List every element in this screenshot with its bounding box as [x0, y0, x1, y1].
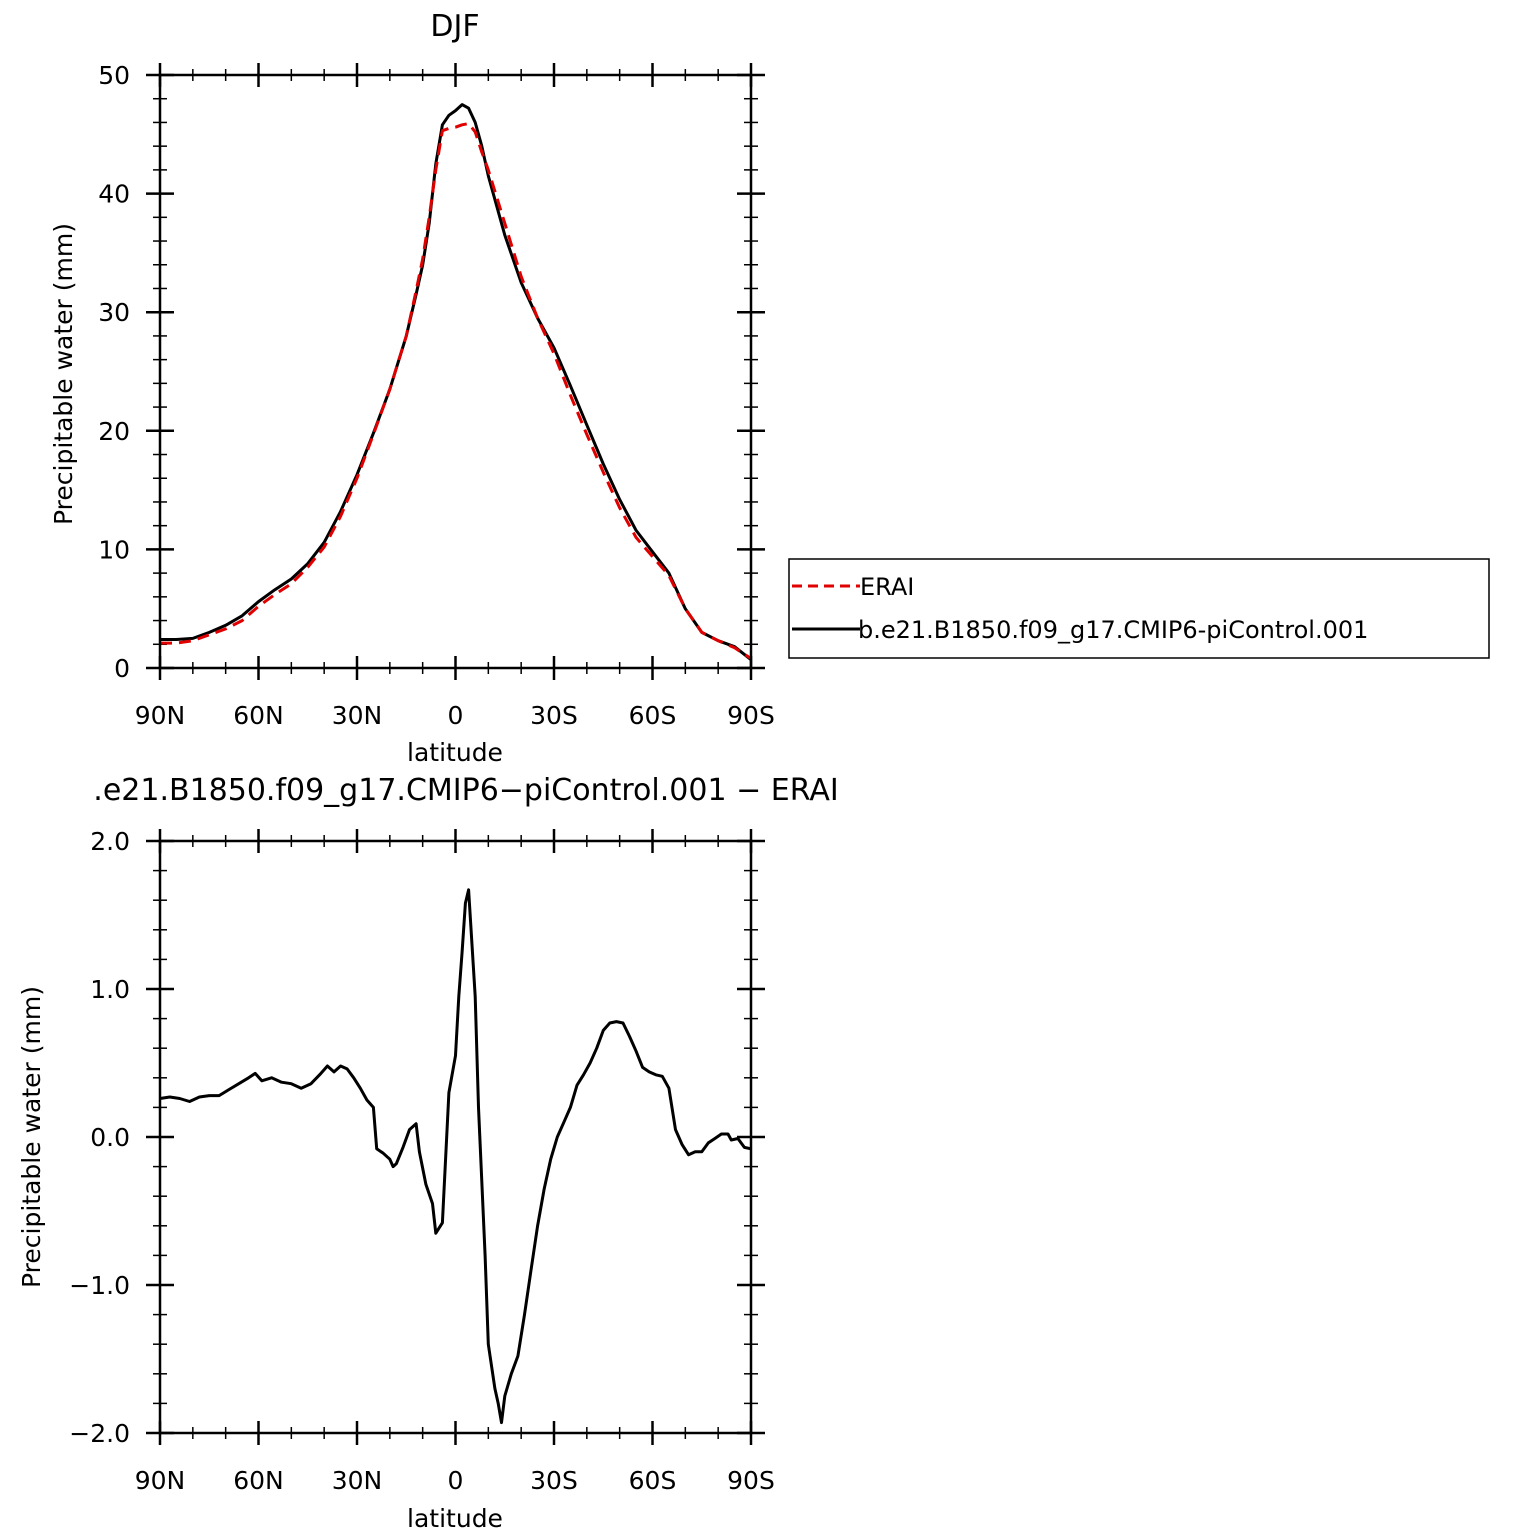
top-x-tick-label: 30N — [332, 701, 383, 730]
top-tick-labels: 90N 60N 30N 0 30S 60S 90S 0 10 20 30 40 50 — [98, 61, 775, 730]
bottom-x-tick-label: 60N — [233, 1466, 284, 1495]
top-x-tick-label: 30S — [530, 701, 578, 730]
bottom-x-tick-label: 90S — [727, 1466, 775, 1495]
bottom-y-tick-label: 2.0 — [90, 827, 130, 856]
djf-panel: DJF Precipitable water (mm) latitude 90N… — [49, 9, 775, 767]
bottom-x-tick-label: 90N — [135, 1466, 186, 1495]
top-series-lines — [160, 103, 752, 661]
top-tick-marks — [146, 63, 765, 680]
top-series-line-erai — [160, 122, 752, 660]
bottom-tick-labels: 90N 60N 30N 0 30S 60S 90S 2.0 1.0 0.0 −1.0 −2.0 — [69, 827, 775, 1495]
top-y-tick-label: 50 — [98, 61, 130, 90]
bottom-chart-title: .e21.B1850.f09_g17.CMIP6−piControl.001 −… — [93, 773, 838, 808]
bottom-y-tick-label: 0.0 — [90, 1123, 130, 1152]
top-y-tick-label: 20 — [98, 417, 130, 446]
bottom-series-lines — [159, 888, 752, 1425]
bottom-y-axis-label: Precipitable water (mm) — [17, 986, 46, 1288]
top-x-tick-label: 60N — [233, 701, 284, 730]
top-x-axis-label: latitude — [407, 738, 503, 767]
bottom-x-tick-label: 30N — [332, 1466, 383, 1495]
legend-label-model: b.e21.B1850.f09_g17.CMIP6-piControl.001 — [858, 616, 1368, 644]
legend-box — [788, 558, 1490, 659]
bottom-x-axis-label: latitude — [407, 1504, 503, 1533]
bottom-y-tick-label: −2.0 — [69, 1419, 130, 1448]
top-y-tick-label: 0 — [114, 654, 130, 683]
bottom-series-line-difference — [159, 888, 752, 1425]
top-y-tick-label: 10 — [98, 535, 130, 564]
top-x-tick-label: 90S — [727, 701, 775, 730]
bottom-x-tick-label: 0 — [448, 1466, 464, 1495]
bottom-tick-marks — [146, 829, 765, 1445]
top-series-line-b-e21-b1850-f09-g17-cmip6-picontrol-001 — [160, 103, 752, 661]
legend-label-erai: ERAI — [860, 573, 914, 601]
top-y-axis-label: Precipitable water (mm) — [49, 223, 78, 525]
top-plot-frame — [158, 73, 753, 670]
top-x-tick-label: 60S — [629, 701, 677, 730]
top-y-tick-label: 40 — [98, 180, 130, 209]
top-y-tick-label: 30 — [98, 298, 130, 327]
legend: ERAI b.e21.B1850.f09_g17.CMIP6-piControl… — [788, 558, 1490, 659]
bottom-y-tick-label: 1.0 — [90, 975, 130, 1004]
top-chart-title: DJF — [430, 9, 479, 44]
top-x-tick-label: 90N — [135, 701, 186, 730]
top-x-tick-label: 0 — [448, 701, 464, 730]
bottom-x-tick-label: 60S — [629, 1466, 677, 1495]
difference-panel: .e21.B1850.f09_g17.CMIP6−piControl.001 −… — [17, 773, 839, 1533]
bottom-plot-frame — [158, 839, 753, 1435]
bottom-x-tick-label: 30S — [530, 1466, 578, 1495]
bottom-y-tick-label: −1.0 — [69, 1271, 130, 1300]
